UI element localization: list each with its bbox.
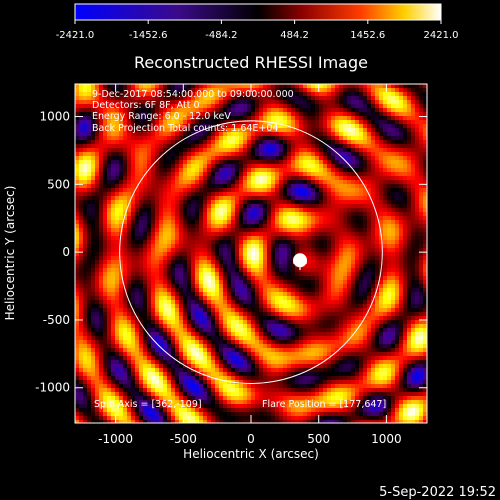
x-tick-label: 1000 [371,432,402,446]
flare-position-marker [293,255,308,270]
info-line-2: Detectors: 6F 8F, Att 0 [92,100,200,111]
x-tick-label: -500 [170,432,197,446]
x-tick-label: 500 [307,432,330,446]
heatmap-image [75,84,427,423]
y-axis-label: Heliocentric Y (arcsec) [3,186,17,321]
colorbar-tick-label: -484.2 [205,30,237,41]
info-line-1: 9-Dec-2017 08:54:00.000 to 09:00:00.000 [92,89,294,100]
colorbar-tick-label: 1452.6 [350,30,385,41]
x-tick-label: -1000 [98,432,133,446]
info-line-4: Back Projection Total counts: 1.64E+04 [92,123,278,134]
y-tick-label: 0 [62,245,70,259]
y-tick-label: -1000 [35,381,70,395]
colorbar-tick-label: -1452.6 [129,30,168,41]
y-axis-ticks: -1000 -500 0 500 1000 [35,110,427,395]
spin-axis-label: Spin Axis = [362,-109] [94,399,202,410]
y-tick-label: 1000 [39,110,70,124]
solar-disk-outline [119,120,383,384]
y-tick-label: 500 [47,177,70,191]
x-axis-label: Heliocentric X (arcsec) [183,447,319,461]
timestamp: 5-Sep-2022 19:52 [379,485,496,500]
flare-position-label: Flare Position = [177,647] [262,399,386,410]
x-tick-label: 0 [247,432,255,446]
colorbar-ticks: -2421.0 -1452.6 -484.2 484.2 1452.6 2421.0 [56,20,459,41]
colorbar-tick-label: -2421.0 [56,30,95,41]
y-tick-label: -500 [43,313,70,327]
colorbar-tick-label: 2421.0 [424,30,459,41]
colorbar-tick-label: 484.2 [280,30,309,41]
info-line-3: Energy Range: 6.0 - 12.0 keV [92,111,231,122]
x-axis-ticks: -1000 -500 0 500 1000 [98,84,402,446]
colorbar [74,3,442,21]
chart-title: Reconstructed RHESSI Image [134,53,368,72]
